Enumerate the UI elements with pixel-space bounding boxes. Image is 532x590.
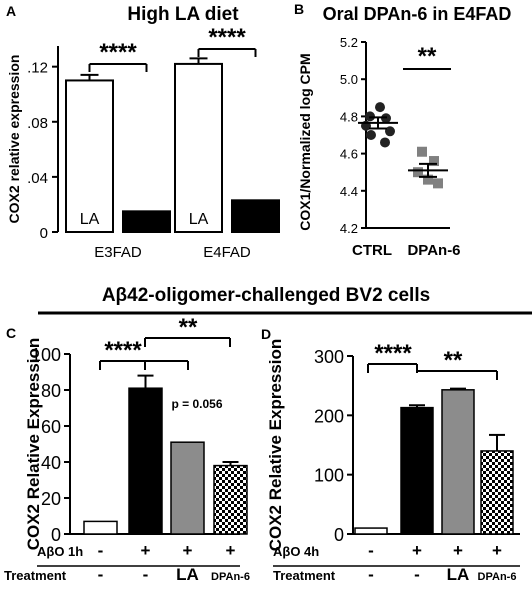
y-tick-label: 100 — [314, 466, 344, 486]
aβo-sign: - — [98, 541, 104, 560]
y-tick-label: 4.6 — [340, 147, 358, 162]
y-tick-label: 0 — [51, 525, 61, 545]
bar-label: n-6 — [135, 211, 158, 228]
bar-2 — [400, 406, 434, 535]
y-axis-label: COX2 relative expression — [6, 55, 22, 224]
y-tick-label: 0 — [40, 225, 48, 242]
panel-b-title: Oral DPAn-6 in E4FAD — [323, 4, 512, 24]
x-tick-label: CTRL — [352, 242, 392, 259]
y-tick-label: 300 — [314, 347, 344, 367]
y-axis-label: COX2 Relative Expression — [24, 338, 43, 551]
data-point — [380, 137, 390, 148]
treatment-label: LA — [447, 565, 470, 584]
treatment-label: - — [143, 565, 149, 584]
treatment-label: LA — [176, 565, 199, 584]
panel-c-letter: C — [6, 325, 16, 341]
data-point — [366, 130, 376, 140]
aβo-sign: + — [141, 541, 151, 560]
treatment-label: DPAn-6 — [478, 571, 517, 583]
bar-E4FAD-LA — [174, 62, 223, 233]
aβo-sign: + — [453, 541, 463, 560]
y-tick-label: .04 — [27, 170, 48, 187]
panel-a-title: High LA diet — [127, 4, 239, 25]
significance-stars: ** — [418, 43, 437, 70]
data-point — [429, 156, 439, 167]
y-tick-label: 5.2 — [340, 35, 358, 50]
y-tick-label: 0 — [334, 525, 344, 545]
data-point — [423, 174, 433, 185]
y-tick-label: 40 — [41, 453, 61, 473]
panel-d-letter: D — [261, 326, 271, 342]
group-label: E4FAD — [203, 244, 251, 261]
significance-stars: **** — [374, 340, 412, 367]
y-tick-label: .08 — [27, 115, 48, 132]
aβo-sign: - — [368, 541, 374, 560]
data-point — [433, 178, 443, 189]
significance-stars: **** — [104, 337, 142, 364]
row-label-treatment: Treatment — [273, 568, 336, 583]
significance-stars: **** — [208, 24, 246, 51]
panel-b-letter: B — [294, 1, 304, 17]
treatment-label: - — [368, 565, 374, 584]
section-title: Aβ42-oligomer-challenged BV2 cells — [102, 285, 430, 306]
data-point — [413, 167, 423, 178]
y-tick-label: 4.8 — [340, 109, 358, 124]
bar-4 — [480, 450, 514, 535]
y-tick-label: 100 — [31, 345, 61, 365]
y-tick-label: 4.2 — [340, 221, 358, 236]
bar-1 — [83, 520, 118, 535]
y-tick-label: 80 — [41, 381, 61, 401]
treatment-label: DPAn-6 — [211, 571, 250, 583]
p-value-annotation: p = 0.056 — [171, 397, 222, 411]
treatment-label: - — [98, 565, 104, 584]
data-point — [385, 126, 395, 137]
significance-stars: ** — [444, 347, 463, 374]
y-tick-label: 60 — [41, 417, 61, 437]
treatment-label: - — [414, 565, 420, 584]
aβo-sign: + — [412, 541, 422, 560]
bar-label: n-6 — [244, 211, 267, 228]
panel-a-chart: 0 .04 .08 .12 COX2 relative expression LA n-6 E… — [6, 24, 280, 261]
bar-E3FAD-LA — [65, 79, 114, 233]
panel-d-chart: 0 100 200 300 COX2 Relative Expression - - + - + L… — [266, 339, 520, 584]
bar-label: LA — [189, 211, 209, 228]
aβo-sign: + — [183, 541, 193, 560]
y-axis-label: COX1/Normalized log CPM — [297, 53, 313, 230]
significance-stars: ** — [179, 314, 198, 341]
bar-1 — [354, 527, 388, 535]
y-axis-label: COX2 Relative Expression — [266, 339, 285, 552]
bar-E4FAD-n-6 — [231, 199, 280, 233]
row-label-abo: AβO 4h — [273, 544, 319, 559]
y-tick-label: 5.0 — [340, 72, 358, 87]
bar-2 — [128, 387, 163, 535]
bar-3 — [170, 441, 205, 535]
aβo-sign: + — [226, 541, 236, 560]
x-tick-label: DPAn-6 — [407, 242, 460, 259]
y-tick-label: .12 — [27, 60, 48, 77]
group-label: E3FAD — [94, 244, 142, 261]
y-tick-label: 20 — [41, 489, 61, 509]
row-label-abo: AβO 1h — [37, 544, 83, 559]
bar-3 — [441, 389, 475, 535]
aβo-sign: + — [492, 541, 502, 560]
bar-label: LA — [80, 211, 100, 228]
data-point — [417, 146, 427, 157]
bar-4 — [213, 464, 248, 535]
significance-stars: **** — [99, 39, 137, 66]
data-point — [375, 102, 385, 113]
panel-a-letter: A — [6, 3, 16, 19]
row-label-treatment: Treatment — [4, 568, 67, 583]
y-tick-label: 200 — [314, 406, 344, 426]
panel-b-chart: 4.2 4.4 4.6 4.8 5.0 5.2 COX1/Normalized log CP… — [297, 35, 461, 259]
y-tick-label: 4.4 — [340, 184, 358, 199]
bar-E3FAD-n-6 — [122, 210, 171, 233]
